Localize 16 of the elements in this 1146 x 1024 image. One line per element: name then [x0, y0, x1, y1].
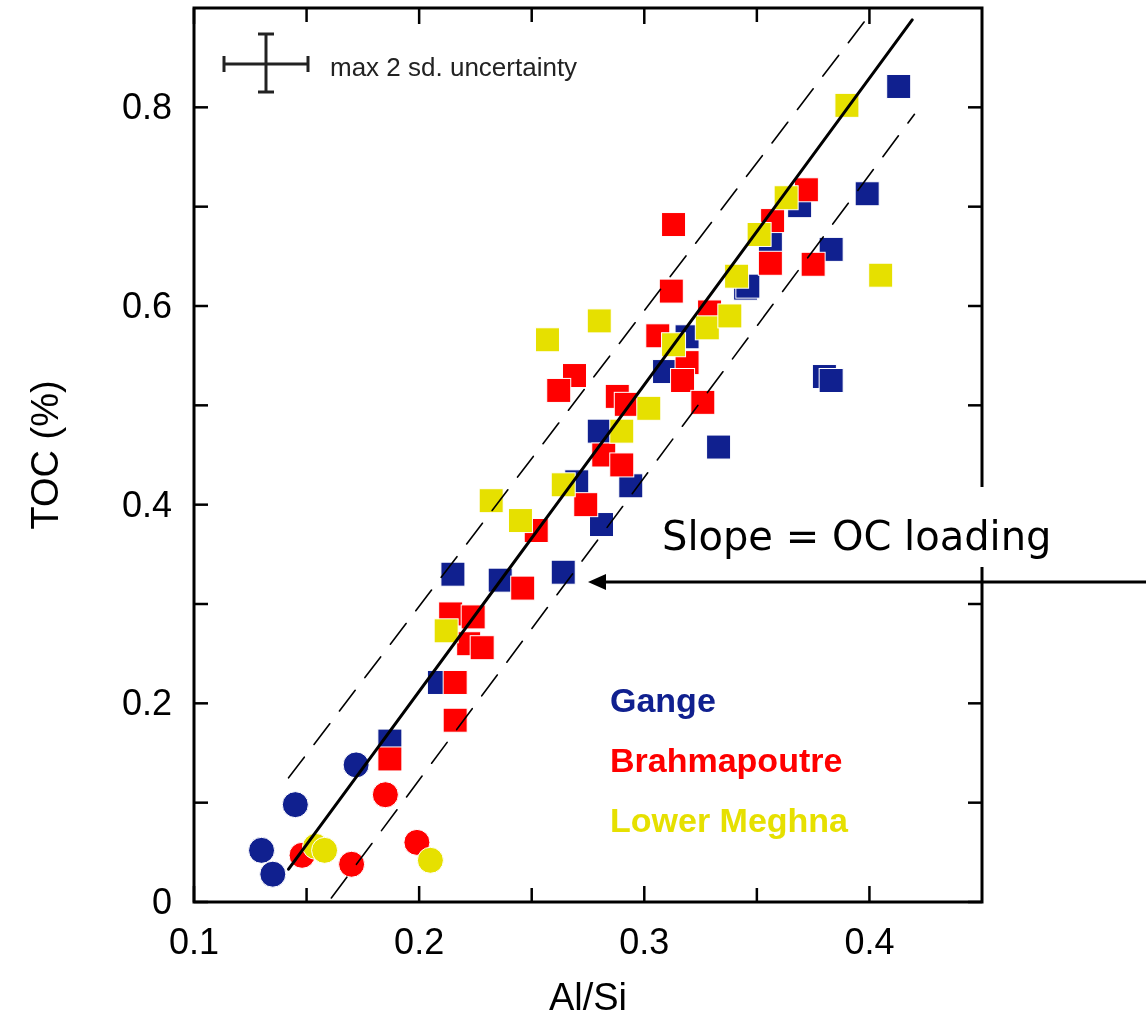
x-tick-label: 0.3: [619, 921, 670, 962]
y-tick-label: 0.8: [121, 86, 172, 128]
annotation: Slope = OC loading: [662, 513, 1052, 559]
text: Lower Meghna: [610, 801, 850, 839]
x-axis-title: Al/Si: [548, 976, 628, 1018]
y-tick-label: 0.4: [121, 483, 172, 525]
x-tick-label: 0.4: [844, 921, 895, 962]
y-axis-title: TOC (%): [24, 380, 66, 530]
text: Brahmapoutre: [610, 741, 843, 779]
text: Gange: [610, 681, 716, 719]
x-tick-label: 0.1: [168, 921, 220, 962]
y-tick-label: 0.2: [121, 682, 172, 724]
x-tick-label: 0.2: [394, 921, 445, 962]
annotation: max 2 sd. uncertainty: [330, 52, 578, 82]
y-tick-label: 0: [151, 881, 172, 922]
y-tick-label: 0.6: [121, 285, 172, 326]
